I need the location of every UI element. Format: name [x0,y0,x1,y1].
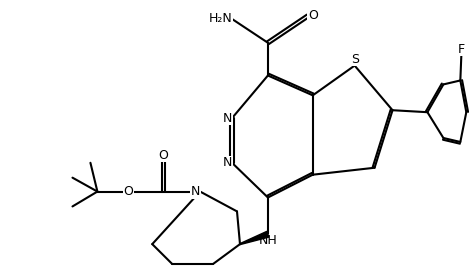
Text: N: N [191,185,200,198]
Text: H₂N: H₂N [208,12,232,25]
Text: NH: NH [258,234,277,247]
Text: N: N [223,156,232,169]
Text: O: O [308,10,318,22]
Polygon shape [240,231,269,245]
Text: S: S [351,53,359,65]
Text: O: O [124,185,133,198]
Text: O: O [158,149,168,162]
Text: N: N [223,112,232,125]
Text: F: F [458,43,465,56]
